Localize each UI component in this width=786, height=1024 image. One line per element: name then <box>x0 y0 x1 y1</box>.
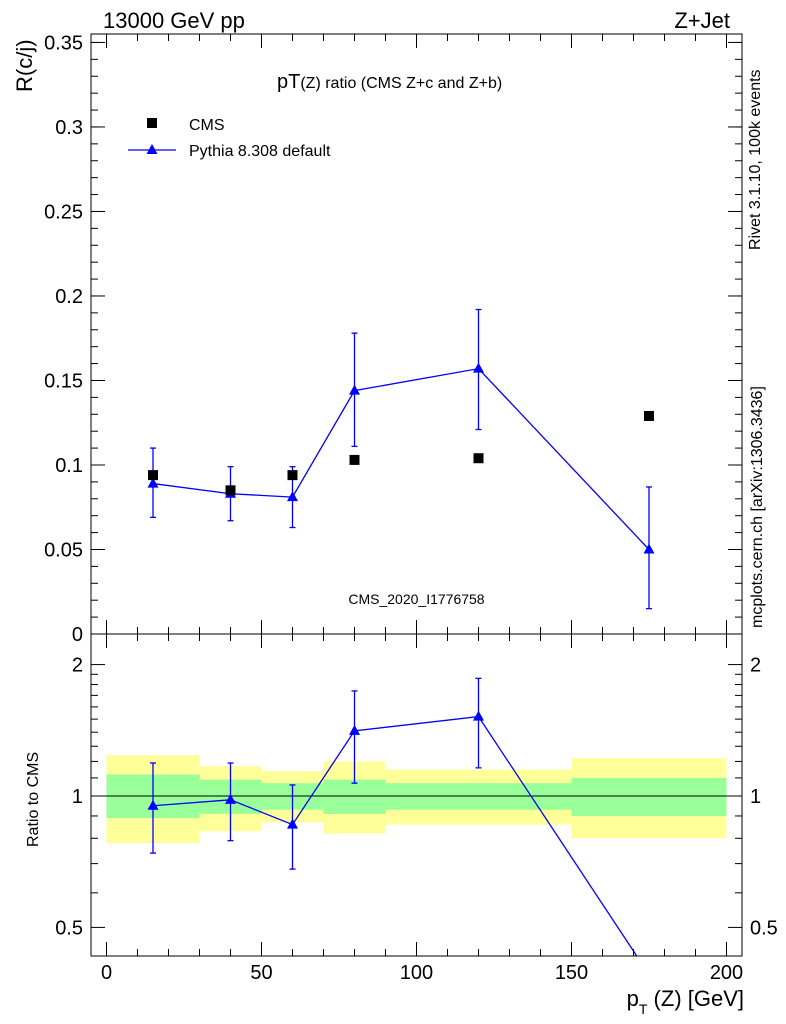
x-axis-label-p: p <box>627 986 639 1011</box>
main-ytick-label: 0.15 <box>44 370 83 392</box>
ratio-series-group <box>147 677 655 979</box>
main-ytick-label: 0.2 <box>55 286 83 308</box>
ratio-pythia-point <box>349 724 360 735</box>
pythia-series-line <box>152 367 650 550</box>
ratio-ytick-label-right: 0.5 <box>750 917 778 939</box>
legend-pythia-label: Pythia 8.308 default <box>189 143 331 160</box>
chart-title-main: pT <box>277 71 300 93</box>
pythia-point <box>643 543 655 554</box>
pythia-point <box>147 477 159 488</box>
cms-point <box>225 485 236 496</box>
header-left: 13000 GeV pp <box>103 8 245 33</box>
watermark: CMS_2020_I1776758 <box>348 591 484 607</box>
cms-point <box>644 410 654 421</box>
x-axis-label-rest: (Z) [GeV] <box>647 986 744 1011</box>
cms-point <box>473 453 484 464</box>
ratio-pythia-point <box>147 799 159 810</box>
chart-title-rest: (Z) ratio (CMS Z+c and Z+b) <box>300 75 502 92</box>
main-ytick-label: 0.1 <box>55 455 83 477</box>
x-axis-label-subscript: T <box>639 1001 648 1017</box>
ratio-pythia-line <box>152 715 638 956</box>
legend-cms-label: CMS <box>189 117 225 134</box>
ratio-pythia-point <box>225 793 236 804</box>
ratio-ytick-label: 0.5 <box>55 917 83 939</box>
ratio-ytick-label: 1 <box>72 786 83 808</box>
ratio-xtick-label: 50 <box>250 962 272 984</box>
ratio-xtick-label: 100 <box>400 962 433 984</box>
ratio-panel: 0.5 0.5 1 1 2 2 0 50 100 150 200 Ratio to CMS pT (Z)… <box>25 633 778 1017</box>
ratio-pythia-point <box>287 818 298 829</box>
pythia-point <box>287 491 298 502</box>
x-axis-label: pT (Z) [GeV] <box>627 986 744 1017</box>
chart-title: pT(Z) ratio (CMS Z+c and Z+b) <box>277 71 502 93</box>
ratio-frame <box>90 633 743 957</box>
cms-point <box>148 470 158 481</box>
cms-point <box>349 454 360 465</box>
cms-point <box>287 470 298 481</box>
ratio-band-inner <box>571 777 727 816</box>
ratio-ylabel: Ratio to CMS <box>25 752 42 847</box>
legend-pythia-marker <box>146 144 158 154</box>
ratio-xtick-label: 0 <box>101 962 112 984</box>
main-ytick-label: 0.3 <box>55 117 83 139</box>
source-label: mcplots.cern.ch [arXiv:1306.3436] <box>749 386 766 628</box>
pythia-point <box>349 384 360 395</box>
ratio-ytick-label-right: 1 <box>750 786 761 808</box>
main-ylabel: R(c/j) <box>12 39 37 92</box>
ratio-xtick-label: 200 <box>710 962 743 984</box>
ratio-pythia-point <box>644 969 655 979</box>
ratio-ytick-label-right: 2 <box>750 655 761 677</box>
main-ytick-label: 0.05 <box>44 539 83 561</box>
rivet-label: Rivet 3.1.10, 100k events <box>747 69 764 250</box>
legend-cms-marker <box>147 118 157 128</box>
main-ytick-label: 0.35 <box>44 32 83 54</box>
main-panel: CMS_2020_I1776758 0 0.05 0.1 0.15 0.2 0.25 0.3 0… <box>12 32 743 646</box>
ratio-xtick-label: 150 <box>555 962 588 984</box>
ratio-band-inner <box>323 779 386 814</box>
header-right: Z+Jet <box>674 8 730 33</box>
main-ytick-label: 0.25 <box>44 201 83 223</box>
main-ytick-label: 0 <box>72 624 83 646</box>
ratio-ytick-label: 2 <box>72 655 83 677</box>
pythia-point <box>473 362 484 373</box>
ratio-pythia-point <box>473 710 484 721</box>
